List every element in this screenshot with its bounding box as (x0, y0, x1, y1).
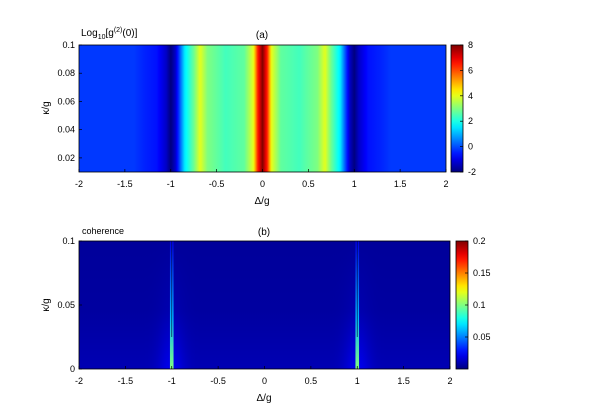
panel-a-xtick-label: 1.5 (394, 179, 407, 189)
colorbar-a-tick-label: 4 (468, 91, 473, 101)
heatmap-b-streaks (169, 241, 360, 369)
panel-a-xtick-label: -1.5 (117, 179, 133, 189)
panel-b-xtick-label: 1 (355, 376, 360, 386)
colorbar-a-tick-label: -2 (468, 167, 476, 177)
heatmap-b-fade (79, 241, 450, 369)
panel-b-xtick-label: 0.5 (305, 376, 318, 386)
panel-b: -2 -1.5 -1 -0.5 0 0.5 1 1.5 2 0 0.05 0.1 (b) coher… (41, 226, 491, 404)
panel-a: -2 -1.5 -1 -0.5 0 0.5 1 1.5 2 0.020.040.060.080.… (41, 27, 476, 207)
panel-a-ytick-label: 0.06 (57, 96, 75, 106)
colorbar-b-tick-label: 0.05 (473, 332, 491, 342)
panel-b-ytick-label: 0 (70, 364, 75, 374)
panel-b-xtick-label: -0.5 (210, 376, 226, 386)
x-ticks-b: -2 -1.5 -1 -0.5 0 0.5 1 1.5 2 (75, 366, 453, 386)
panel-b-xtick-label: 0 (262, 376, 267, 386)
panel-b-xtick-label: 2 (447, 376, 452, 386)
panel-a-ytick-label: 0.04 (57, 125, 75, 135)
heatmap-a (79, 45, 446, 172)
colorbar-b-tick-label: 0.2 (473, 236, 486, 246)
colorbar-b-tick-label: 0.1 (473, 300, 486, 310)
panel-b-xtick-label: -2 (75, 376, 83, 386)
colorbar-a-tick-label: 0 (468, 142, 473, 152)
panel-b-xtick-label: -1.5 (118, 376, 134, 386)
y-ticks-b: 0 0.05 0.1 (57, 236, 82, 374)
colorbar-a-tick-label: 8 (468, 40, 473, 50)
colorbar-b-ticks: 0.05 0.1 0.15 0.2 (465, 236, 491, 342)
colorbar-a-tick-label: 6 (468, 65, 473, 75)
panel-a-xtick-label: 0.5 (302, 179, 315, 189)
panel-a-ytick-label: 0.08 (57, 68, 75, 78)
panel-b-xtick-label: 1.5 (397, 376, 410, 386)
panel-a-title: Log10[g(2)(0)] (81, 27, 138, 41)
panel-a-label: (a) (256, 30, 268, 41)
colorbar-b-tick-label: 0.15 (473, 268, 491, 278)
panel-b-ytick-label: 0.1 (62, 236, 75, 246)
panel-a-xtick-label: -2 (75, 179, 83, 189)
panel-a-xtick-label: -1 (167, 179, 175, 189)
panel-a-xtick-label: 0 (260, 179, 265, 189)
panel-b-ytick-label: 0.05 (57, 300, 75, 310)
y-axis-label-a: κ/g (41, 101, 52, 114)
panel-a-xtick-label: 1 (352, 179, 357, 189)
colorbar-a-tick-label: 2 (468, 116, 473, 126)
y-axis-label-b: κ/g (41, 298, 52, 311)
panel-a-xtick-label: -0.5 (209, 179, 225, 189)
panel-a-xtick-label: 2 (443, 179, 448, 189)
x-axis-label-b: Δ/g (256, 393, 271, 404)
panel-b-label: (b) (258, 227, 270, 238)
colorbar-a (450, 44, 464, 173)
x-ticks-a: -2 -1.5 -1 -0.5 0 0.5 1 1.5 2 (75, 169, 449, 189)
x-axis-label-a: Δ/g (254, 196, 269, 207)
panel-a-ytick-label: 0.1 (62, 40, 75, 50)
panel-b-title: coherence (82, 226, 124, 236)
colorbar-a-ticks: -2 0 2 4 6 8 (460, 40, 476, 177)
y-ticks-a: 0.02 0.04 0.06 0.08 0.1 (57, 40, 82, 163)
panel-b-xtick-label: -1 (168, 376, 176, 386)
panel-a-ytick-label: 0.02 (57, 153, 75, 163)
